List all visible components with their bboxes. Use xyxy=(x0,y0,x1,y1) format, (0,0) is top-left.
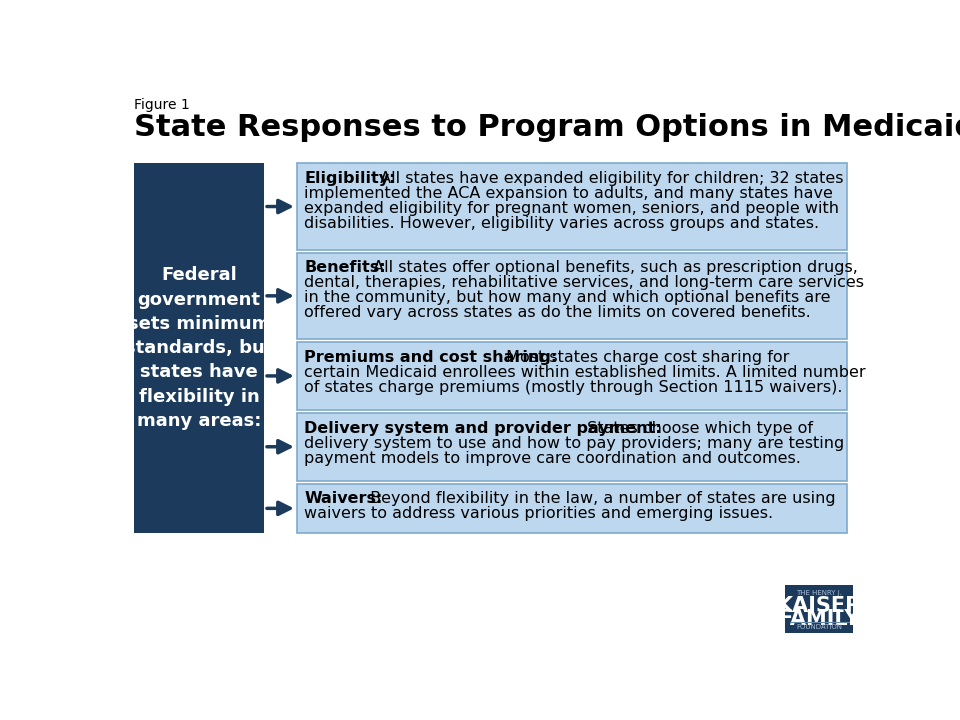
Text: Delivery system and provider payment:: Delivery system and provider payment: xyxy=(304,420,662,436)
Text: offered vary across states as do the limits on covered benefits.: offered vary across states as do the lim… xyxy=(304,305,811,320)
Text: Eligibility:: Eligibility: xyxy=(304,171,396,186)
Text: Most states charge cost sharing for: Most states charge cost sharing for xyxy=(501,350,789,365)
Text: disabilities. However, eligibility varies across groups and states.: disabilities. However, eligibility varie… xyxy=(304,216,820,231)
Text: FAMILY: FAMILY xyxy=(779,609,860,629)
Text: expanded eligibility for pregnant women, seniors, and people with: expanded eligibility for pregnant women,… xyxy=(304,201,839,216)
Text: of states charge premiums (mostly through Section 1115 waivers).: of states charge premiums (mostly throug… xyxy=(304,379,843,395)
FancyBboxPatch shape xyxy=(297,163,847,250)
Text: All states offer optional benefits, such as prescription drugs,: All states offer optional benefits, such… xyxy=(368,261,857,276)
FancyBboxPatch shape xyxy=(297,253,847,339)
Text: State Responses to Program Options in Medicaid: State Responses to Program Options in Me… xyxy=(134,113,960,143)
Text: Waivers:: Waivers: xyxy=(304,492,383,506)
FancyBboxPatch shape xyxy=(297,413,847,481)
Text: Figure 1: Figure 1 xyxy=(134,98,190,112)
Text: payment models to improve care coordination and outcomes.: payment models to improve care coordinat… xyxy=(304,451,802,466)
Text: KAISER: KAISER xyxy=(777,596,862,616)
FancyBboxPatch shape xyxy=(297,342,847,410)
Text: Federal
government
sets minimum
standards, but
states have
flexibility in
many a: Federal government sets minimum standard… xyxy=(125,266,274,430)
Text: Premiums and cost sharing:: Premiums and cost sharing: xyxy=(304,350,558,365)
Text: delivery system to use and how to pay providers; many are testing: delivery system to use and how to pay pr… xyxy=(304,436,845,451)
Text: FOUNDATION: FOUNDATION xyxy=(796,624,842,630)
FancyBboxPatch shape xyxy=(297,484,847,533)
Text: dental, therapies, rehabilitative services, and long-term care services: dental, therapies, rehabilitative servic… xyxy=(304,276,864,290)
Text: Benefits:: Benefits: xyxy=(304,261,386,276)
Text: waivers to address various priorities and emerging issues.: waivers to address various priorities an… xyxy=(304,506,774,521)
Text: in the community, but how many and which optional benefits are: in the community, but how many and which… xyxy=(304,290,831,305)
Text: States choose which type of: States choose which type of xyxy=(582,420,813,436)
Text: implemented the ACA expansion to adults, and many states have: implemented the ACA expansion to adults,… xyxy=(304,186,833,201)
Text: All states have expanded eligibility for children; 32 states: All states have expanded eligibility for… xyxy=(375,171,844,186)
Text: certain Medicaid enrollees within established limits. A limited number: certain Medicaid enrollees within establ… xyxy=(304,365,866,379)
FancyBboxPatch shape xyxy=(785,585,853,633)
Text: THE HENRY J.: THE HENRY J. xyxy=(796,590,842,596)
FancyBboxPatch shape xyxy=(134,163,264,533)
Text: Beyond flexibility in the law, a number of states are using: Beyond flexibility in the law, a number … xyxy=(365,492,836,506)
